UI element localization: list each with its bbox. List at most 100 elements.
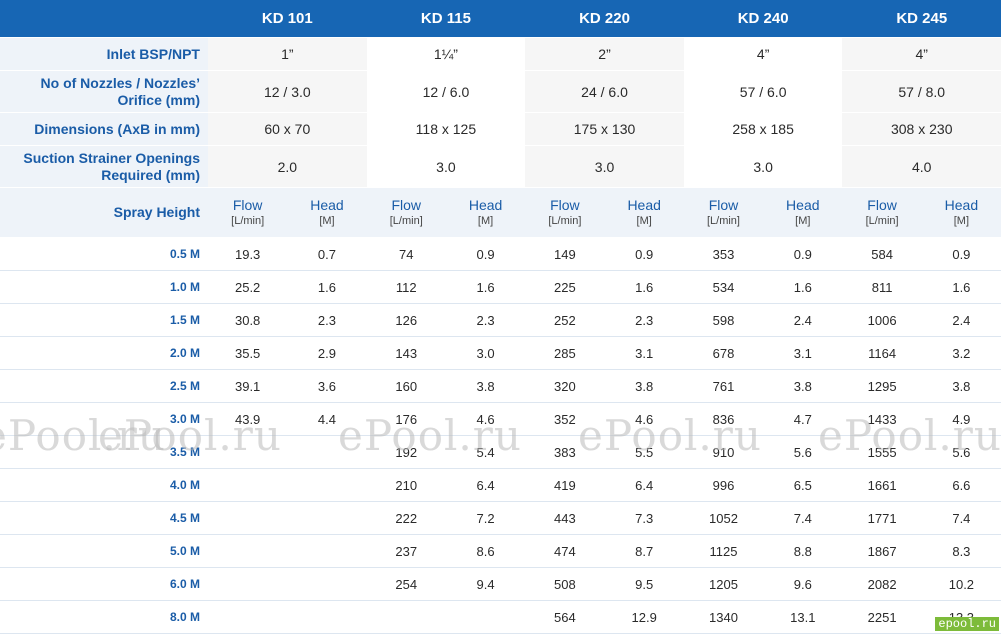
flow-cell: 419 <box>525 468 605 502</box>
flow-cell: 30.8 <box>208 303 288 337</box>
flow-cell: 2082 <box>842 567 922 601</box>
flow-cell: 1433 <box>842 402 922 436</box>
head-header: Head [M] <box>763 187 843 238</box>
head-cell: 3.8 <box>763 369 843 403</box>
spec-value: 4” <box>842 37 1001 71</box>
flow-cell: 149 <box>525 237 605 271</box>
head-cell <box>287 567 367 601</box>
spray-height-value: 2.0 M <box>0 336 208 370</box>
head-cell: 6.6 <box>921 468 1001 502</box>
head-cell: 5.4 <box>445 435 526 469</box>
spray-height-value: 4.0 M <box>0 468 208 502</box>
spec-value: 57 / 6.0 <box>683 70 843 113</box>
head-cell <box>287 600 367 634</box>
flow-header: Flow [L/min] <box>525 187 605 238</box>
flow-cell: 254 <box>366 567 446 601</box>
head-cell: 2.3 <box>445 303 526 337</box>
table-row: 2.5 M 39.1 3.6 160 3.8 320 3.8 761 3.8 1295 3.8 <box>0 369 1001 403</box>
head-cell: 8.3 <box>921 534 1001 568</box>
spec-value: 3.0 <box>683 145 843 188</box>
head-cell: 5.6 <box>921 435 1001 469</box>
flow-cell: 1867 <box>842 534 922 568</box>
flow-header: Flow [L/min] <box>366 187 446 238</box>
flow-cell: 222 <box>366 501 446 535</box>
spray-height-value: 1.5 M <box>0 303 208 337</box>
flow-cell: 534 <box>683 270 764 304</box>
flow-cell: 383 <box>525 435 605 469</box>
spec-value: 258 x 185 <box>683 112 843 146</box>
head-cell: 7.4 <box>921 501 1001 535</box>
flow-cell: 443 <box>525 501 605 535</box>
head-cell: 3.8 <box>445 369 526 403</box>
model-header: KD 101 <box>208 0 367 38</box>
flow-cell: 353 <box>683 237 764 271</box>
flow-cell: 225 <box>525 270 605 304</box>
flow-cell: 508 <box>525 567 605 601</box>
table-row: 4.5 M 222 7.2 443 7.3 1052 7.4 1771 7.4 <box>0 501 1001 535</box>
head-cell: 3.8 <box>921 369 1001 403</box>
flow-cell: 1340 <box>683 600 764 634</box>
spec-value: 60 x 70 <box>208 112 367 146</box>
table-row: 4.0 M 210 6.4 419 6.4 996 6.5 1661 6.6 <box>0 468 1001 502</box>
head-cell: 3.0 <box>445 336 526 370</box>
head-cell: 0.9 <box>763 237 843 271</box>
head-cell: 2.3 <box>287 303 367 337</box>
flow-cell: 160 <box>366 369 446 403</box>
watermark-logo: epool.ru <box>935 617 999 631</box>
flow-cell: 210 <box>366 468 446 502</box>
flow-cell: 352 <box>525 402 605 436</box>
flow-cell <box>366 600 446 634</box>
head-cell: 2.4 <box>763 303 843 337</box>
model-header: KD 115 <box>366 0 526 38</box>
head-cell: 7.4 <box>763 501 843 535</box>
flow-cell: 564 <box>525 600 605 634</box>
head-cell: 4.6 <box>445 402 526 436</box>
flow-header: Flow [L/min] <box>683 187 764 238</box>
flow-cell: 320 <box>525 369 605 403</box>
spray-height-value: 8.0 M <box>0 600 208 634</box>
spec-value: 2” <box>525 37 684 71</box>
flow-cell: 678 <box>683 336 764 370</box>
spec-value: 4” <box>683 37 843 71</box>
head-cell: 1.6 <box>763 270 843 304</box>
flow-cell <box>208 435 288 469</box>
flow-cell: 2251 <box>842 600 922 634</box>
table-row: 3.0 M 43.9 4.4 176 4.6 352 4.6 836 4.7 1433 4.9 <box>0 402 1001 436</box>
model-header: KD 220 <box>525 0 684 38</box>
head-cell: 5.5 <box>604 435 684 469</box>
flow-cell: 43.9 <box>208 402 288 436</box>
flow-cell: 192 <box>366 435 446 469</box>
flow-cell: 910 <box>683 435 764 469</box>
spray-height-value: 3.5 M <box>0 435 208 469</box>
flow-cell: 39.1 <box>208 369 288 403</box>
table-row: 6.0 M 254 9.4 508 9.5 1205 9.6 2082 10.2 <box>0 567 1001 601</box>
flow-cell: 996 <box>683 468 764 502</box>
flow-cell: 35.5 <box>208 336 288 370</box>
spec-value: 118 x 125 <box>366 112 526 146</box>
head-cell: 6.4 <box>445 468 526 502</box>
head-header: Head [M] <box>604 187 684 238</box>
flow-cell: 176 <box>366 402 446 436</box>
flow-cell <box>208 600 288 634</box>
flow-cell <box>208 567 288 601</box>
head-cell: 0.7 <box>287 237 367 271</box>
flow-head-subheader: Spray Height Flow [L/min] Head [M] Flow [L/… <box>0 187 1001 238</box>
flow-cell: 1661 <box>842 468 922 502</box>
head-cell: 2.4 <box>921 303 1001 337</box>
table-row: 3.5 M 192 5.4 383 5.5 910 5.6 1555 5.6 <box>0 435 1001 469</box>
spray-height-value: 2.5 M <box>0 369 208 403</box>
spec-value: 57 / 8.0 <box>842 70 1001 113</box>
spray-height-value: 3.0 M <box>0 402 208 436</box>
head-cell <box>445 600 526 634</box>
head-cell: 3.8 <box>604 369 684 403</box>
flow-cell: 1164 <box>842 336 922 370</box>
flow-cell: 836 <box>683 402 764 436</box>
head-cell: 9.6 <box>763 567 843 601</box>
head-cell: 6.4 <box>604 468 684 502</box>
spray-height-value: 4.5 M <box>0 501 208 535</box>
head-cell: 2.9 <box>287 336 367 370</box>
spec-label: Dimensions (AxB in mm) <box>0 112 208 146</box>
head-cell <box>287 435 367 469</box>
spec-row-strainer: Suction Strainer Openings Required (mm) … <box>0 145 1001 188</box>
